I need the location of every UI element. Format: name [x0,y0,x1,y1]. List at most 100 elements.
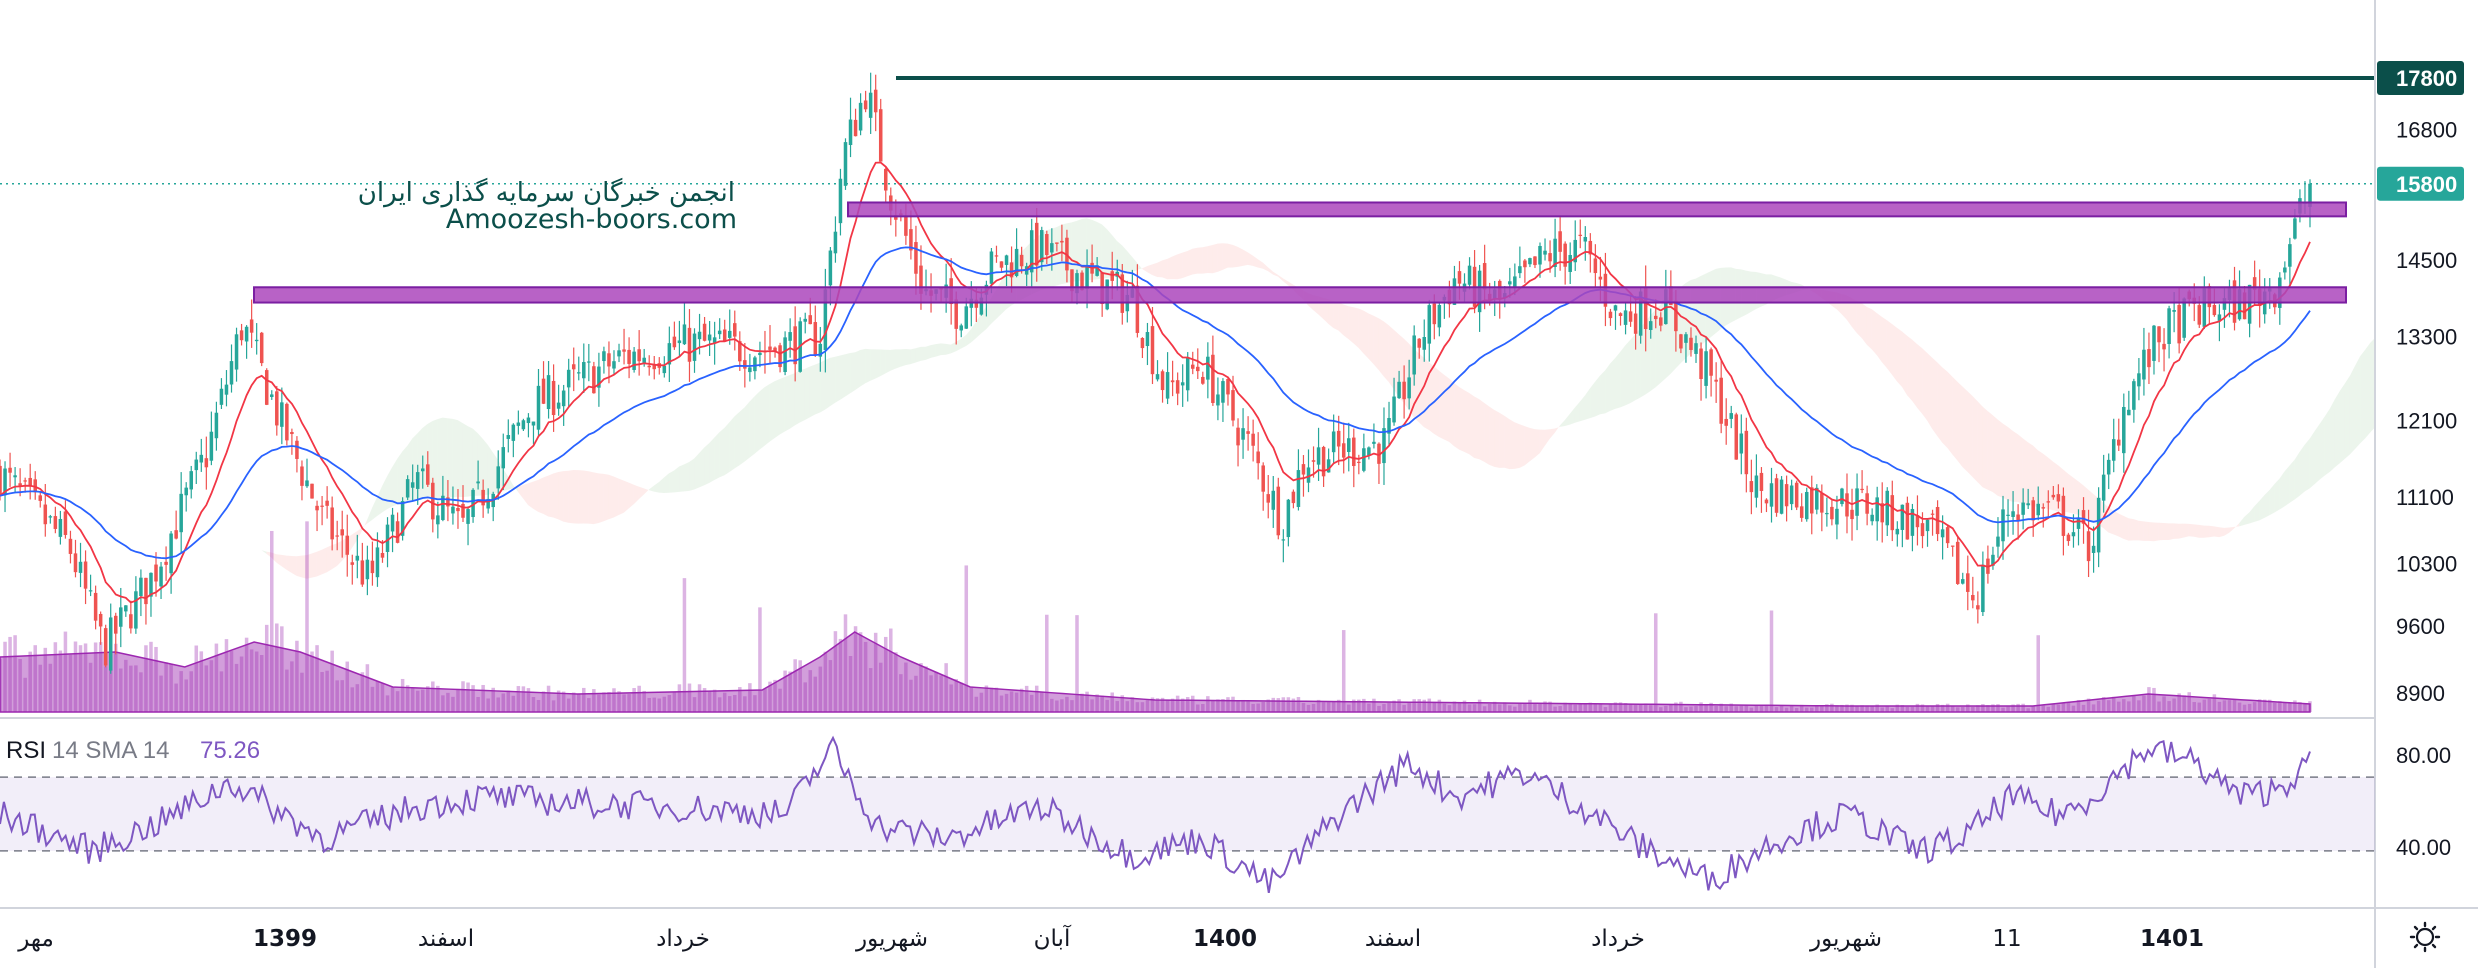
volume-bar [431,681,435,712]
cloud-segment [1172,254,1178,280]
cloud-segment [754,391,760,454]
volume-bar [1981,704,1985,712]
cloud-segment [1650,309,1656,392]
candle-body [1508,281,1512,285]
volume-bar [1598,703,1603,712]
cloud-segment [2349,365,2355,455]
candle-body [607,353,611,367]
candle-body [129,614,133,629]
candle-body [974,299,979,308]
volume-bar [979,692,984,712]
cloud-segment [815,362,821,415]
candle-body [2242,292,2247,320]
cloud-segment [664,473,670,493]
volume-bar [1175,695,1180,712]
cloud-segment [658,477,665,493]
candle-body [894,215,898,220]
settings-gear-icon[interactable] [2409,921,2441,953]
candle-body [2111,439,2116,461]
candle-body [1221,381,1225,403]
volume-bar [48,663,53,712]
cloud-segment [1152,262,1158,278]
volume-bar [2182,695,2186,712]
cloud-segment [246,542,252,545]
time-axis[interactable]: مهر 1399 اسفند خرداد شهریور آبان 1400 اسفند خردا… [17,924,2204,952]
cloud-segment [377,485,383,516]
cloud-segment [1856,300,1862,339]
price-axis[interactable]: 17800 16800 15800 14500 13300 12100 11100 10300… [2377,61,2464,706]
candle-body [1271,490,1276,510]
volume-bar [858,632,863,712]
candle-body [1804,491,1809,520]
volume-bar [798,660,802,712]
candle-body [1991,554,1995,566]
candle-body [1316,447,1321,465]
candle-body [2252,277,2257,290]
candle-body [1407,377,1411,399]
cloud-segment [155,479,161,481]
candle-body [1971,595,1975,601]
cloud-segment [548,473,554,518]
candle-body [28,477,32,487]
cloud-segment [2143,521,2149,541]
volume-bar [1996,704,2000,712]
candle-body [1326,459,1331,473]
cloud-segment [965,329,972,347]
cloud-segment [251,544,257,548]
candle-body [451,506,455,514]
cloud-segment [1897,327,1903,388]
volume-bar [2086,698,2091,712]
cloud-segment [1982,406,1988,490]
volume-bar [1704,704,1708,712]
volume-bar [662,696,667,712]
volume-bar [2106,700,2111,712]
cloud-segment [1363,310,1369,359]
volume-bar [1070,700,1074,712]
volume-bar [1130,697,1135,712]
cloud-segment [271,552,277,563]
price-tick: 16800 [2396,117,2457,142]
candle-body [149,572,153,597]
volume-bar [179,671,183,712]
candle-body [1518,266,1522,274]
support-resistance-zones[interactable] [253,201,2347,304]
volume-bar [964,565,969,712]
candle-body [1880,503,1884,523]
candle-body [1306,467,1311,483]
candle-body [1226,378,1230,395]
candle-body [1915,515,1920,528]
volume-bar [1583,703,1588,712]
candle-body [1331,431,1336,453]
candle-body [3,468,7,496]
candle-body [325,500,329,506]
volume-bar [1185,697,1190,712]
cloud-segment [1278,274,1284,282]
volume-bar [1533,703,1537,712]
candle-body [2026,503,2030,506]
cloud-segment [2022,438,2028,506]
volume-bar [1407,702,1411,712]
candle-body [823,289,828,351]
volume-bar [154,646,158,712]
cloud-segment [1333,301,1339,331]
cloud-segment [1368,313,1374,365]
last-price-badge [2377,166,2464,201]
volume-bar [1830,703,1834,712]
volume-bar [385,695,390,712]
rsi-name: RSI [6,737,46,764]
cloud-segment [870,349,876,381]
candle-body [1110,271,1114,281]
cloud-segment [2314,423,2320,485]
candle-body [1754,475,1759,498]
volume-bar [1568,703,1572,712]
cloud-segment [578,470,584,524]
candle-body [1095,265,1099,276]
volume-bar [229,651,234,712]
volume-bar [1347,704,1351,712]
volume-bar [426,686,430,712]
candle-body [8,467,12,473]
candle-body [1382,428,1386,464]
volume-bar [259,655,264,712]
volume-bar [1855,706,1859,712]
